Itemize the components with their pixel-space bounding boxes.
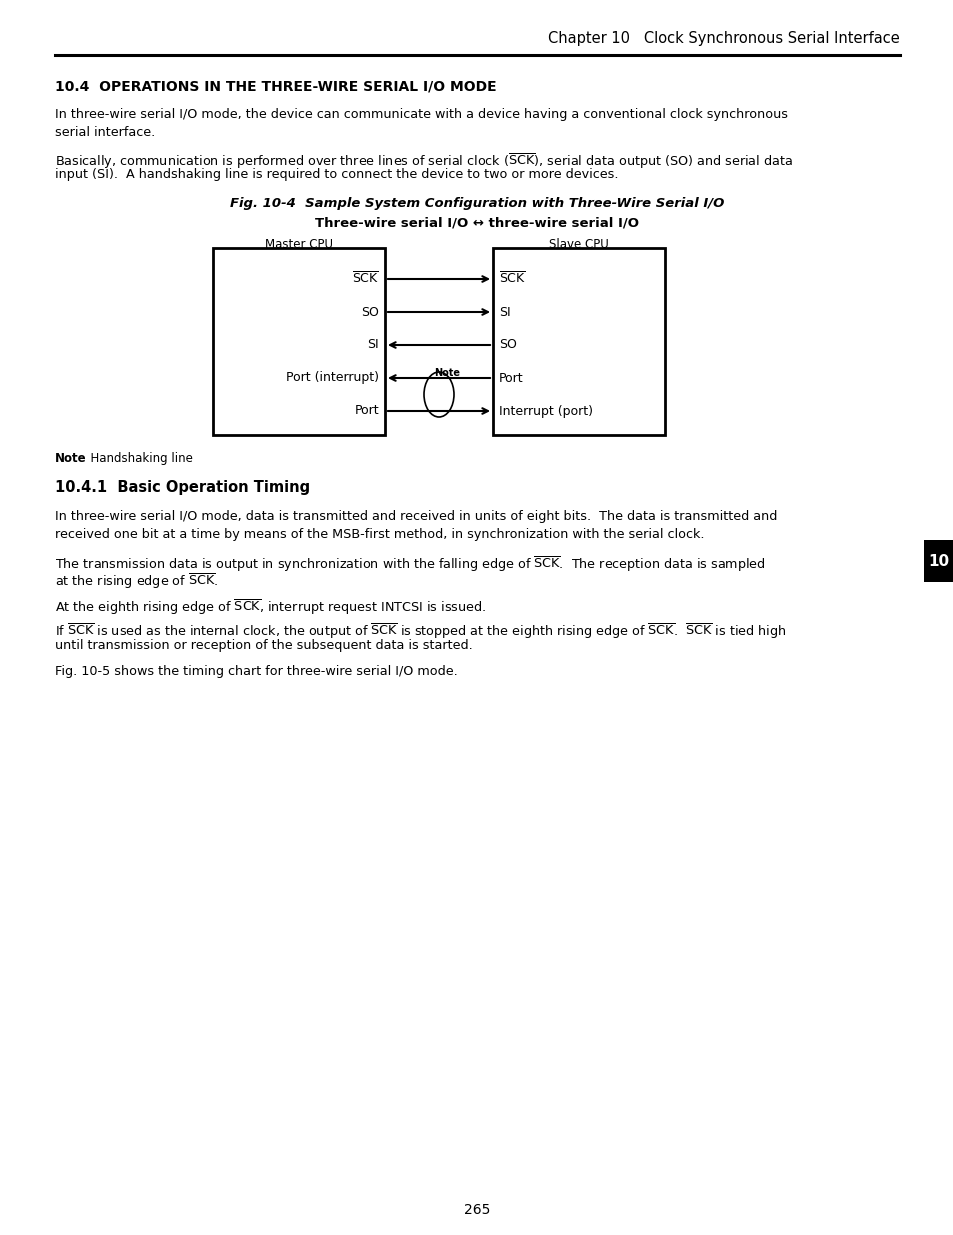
Text: Interrupt (port): Interrupt (port)	[498, 405, 593, 417]
Text: In three-wire serial I/O mode, data is transmitted and received in units of eigh: In three-wire serial I/O mode, data is t…	[55, 510, 777, 541]
Text: Fig. 10-4  Sample System Configuration with Three-Wire Serial I/O: Fig. 10-4 Sample System Configuration wi…	[230, 198, 723, 210]
Text: input (SI).  A handshaking line is required to connect the device to two or more: input (SI). A handshaking line is requir…	[55, 168, 618, 182]
Bar	[213, 248, 385, 435]
Text: SI: SI	[498, 305, 510, 319]
Text: Basically, communication is performed over three lines of serial clock ($\overli: Basically, communication is performed ov…	[55, 152, 792, 172]
Text: Slave CPU: Slave CPU	[549, 238, 608, 251]
Text: $\overline{\mathrm{SCK}}$: $\overline{\mathrm{SCK}}$	[498, 272, 525, 287]
Text: At the eighth rising edge of $\overline{\mathrm{SCK}}$, interrupt request INTCSI: At the eighth rising edge of $\overline{…	[55, 598, 486, 618]
Text: The transmission data is output in synchronization with the falling edge of $\ov: The transmission data is output in synch…	[55, 555, 765, 574]
Text: If $\overline{\mathrm{SCK}}$ is used as the internal clock, the output of $\over: If $\overline{\mathrm{SCK}}$ is used as …	[55, 622, 785, 641]
Text: Note: Note	[434, 368, 459, 378]
Bar	[493, 248, 664, 435]
Text: SO: SO	[361, 305, 378, 319]
Text: at the rising edge of $\overline{\mathrm{SCK}}$.: at the rising edge of $\overline{\mathrm…	[55, 572, 218, 592]
Text: 10: 10	[927, 553, 948, 568]
Text: In three-wire serial I/O mode, the device can communicate with a device having a: In three-wire serial I/O mode, the devic…	[55, 107, 787, 140]
Text: SI: SI	[367, 338, 378, 352]
Text: Port (interrupt): Port (interrupt)	[286, 372, 378, 384]
Text: SO: SO	[498, 338, 517, 352]
Text: 10.4.1  Basic Operation Timing: 10.4.1 Basic Operation Timing	[55, 480, 310, 495]
Text: Chapter 10   Clock Synchronous Serial Interface: Chapter 10 Clock Synchronous Serial Inte…	[548, 31, 899, 46]
Text: Port: Port	[354, 405, 378, 417]
Text: Three-wire serial I/O ↔ three-wire serial I/O: Three-wire serial I/O ↔ three-wire seria…	[314, 217, 639, 230]
Text: Handshaking line: Handshaking line	[83, 452, 193, 466]
Text: $\overline{\mathrm{SCK}}$: $\overline{\mathrm{SCK}}$	[352, 272, 378, 287]
Text: Fig. 10-5 shows the timing chart for three-wire serial I/O mode.: Fig. 10-5 shows the timing chart for thr…	[55, 664, 457, 678]
Text: Master CPU: Master CPU	[265, 238, 333, 251]
Text: 265: 265	[463, 1203, 490, 1216]
Text: Note: Note	[55, 452, 87, 466]
Text: until transmission or reception of the subsequent data is started.: until transmission or reception of the s…	[55, 638, 473, 652]
Bar	[923, 540, 953, 582]
Text: Port: Port	[498, 372, 523, 384]
Text: 10.4  OPERATIONS IN THE THREE-WIRE SERIAL I/O MODE: 10.4 OPERATIONS IN THE THREE-WIRE SERIAL…	[55, 80, 497, 94]
